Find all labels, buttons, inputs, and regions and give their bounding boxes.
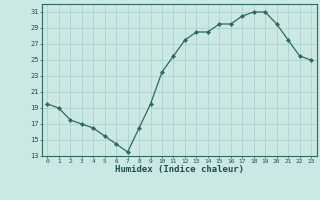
X-axis label: Humidex (Indice chaleur): Humidex (Indice chaleur)	[115, 165, 244, 174]
